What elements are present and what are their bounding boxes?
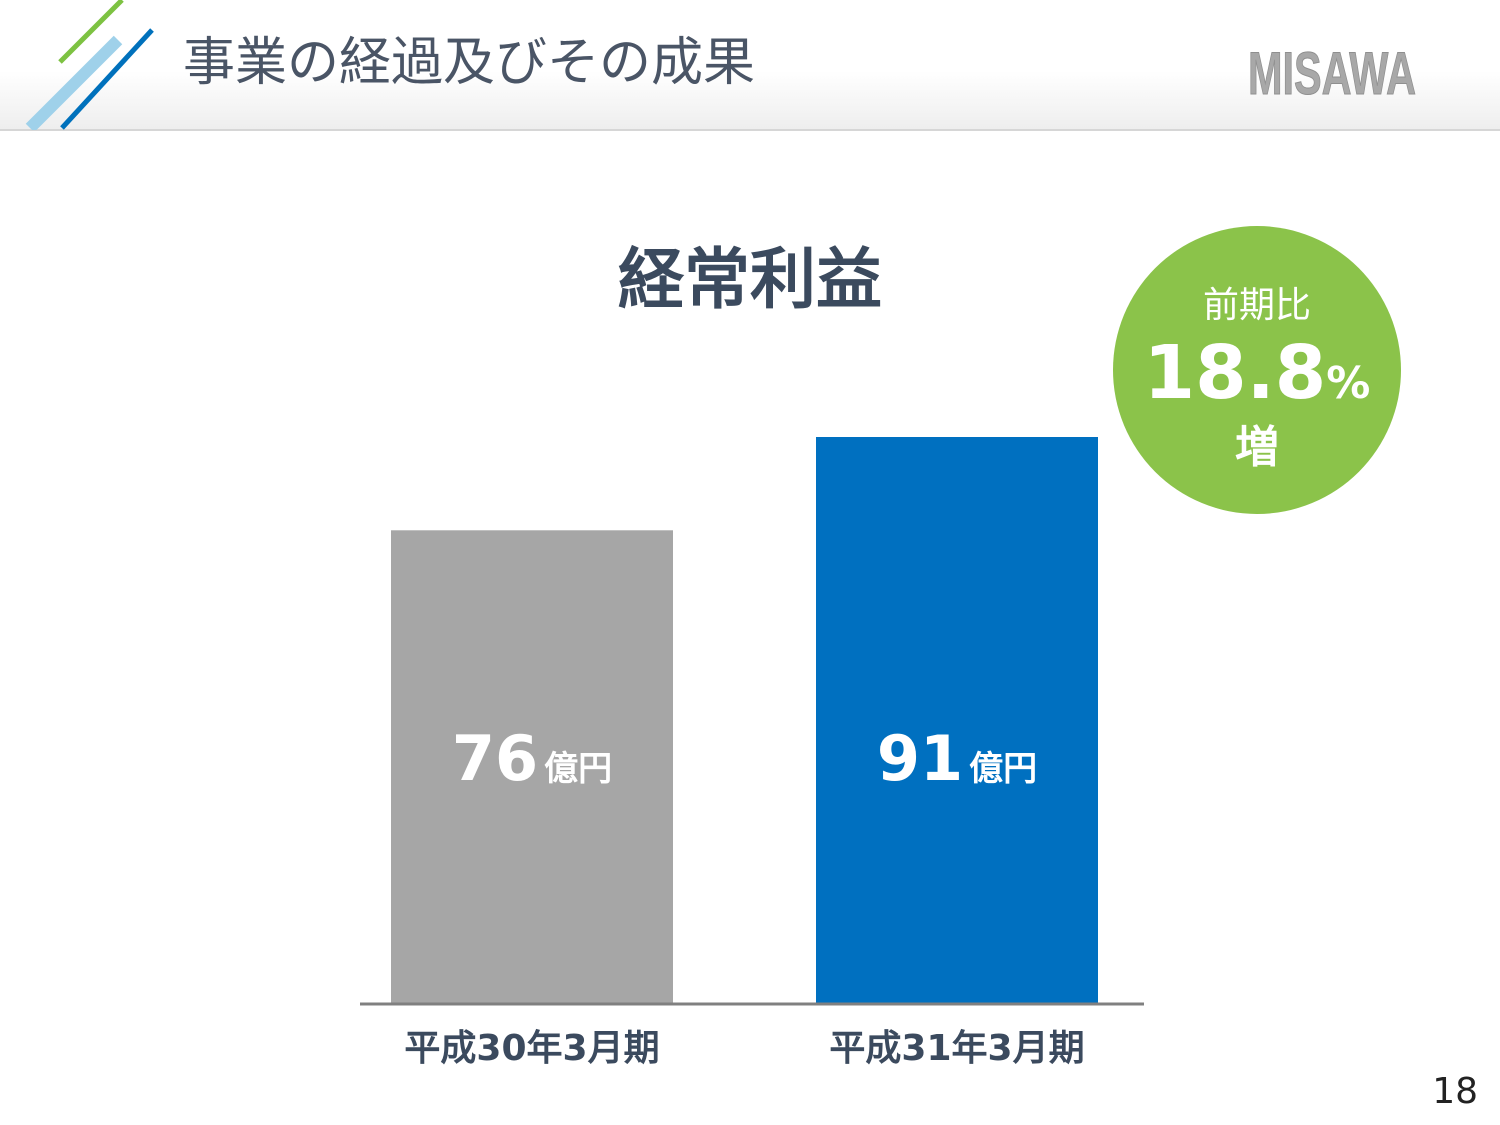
badge-value: 18.8 — [1143, 330, 1327, 416]
decorative-stripes-icon — [25, 0, 154, 130]
bar-value-unit: 億円 — [969, 749, 1037, 789]
misawa-logo: MISAWA — [1246, 38, 1418, 108]
bar-value-label-2: 91 億円 — [877, 722, 1037, 795]
badge-value-line: 18.8% — [1113, 330, 1401, 436]
bar-value-number: 91 — [877, 722, 963, 795]
slide-header: 事業の経過及びその成果 MISAWA — [0, 0, 1500, 131]
chart-title: 経常利益 — [618, 241, 882, 318]
x-axis-label-2: 平成31年3月期 — [829, 1028, 1084, 1069]
stripe-blue — [60, 28, 154, 130]
page-number: 18 — [1432, 1071, 1478, 1112]
bar-1 — [391, 530, 673, 1003]
stripe-light-blue — [25, 35, 123, 130]
logo-text: MISAWA — [1248, 40, 1416, 100]
bar-value-unit: 億円 — [544, 749, 612, 789]
page-title: 事業の経過及びその成果 — [183, 33, 756, 93]
growth-badge: 前期比 18.8% 増 — [1113, 226, 1401, 514]
badge-label-bottom: 増 — [1235, 422, 1279, 473]
badge-unit: % — [1326, 358, 1371, 409]
bar-2 — [816, 437, 1098, 1003]
bar-value-label-1: 76 億円 — [452, 722, 612, 795]
x-axis-label-1: 平成30年3月期 — [404, 1028, 659, 1069]
bar-value-number: 76 — [452, 722, 538, 795]
badge-label-top: 前期比 — [1202, 285, 1311, 326]
stripe-green — [58, 0, 124, 64]
